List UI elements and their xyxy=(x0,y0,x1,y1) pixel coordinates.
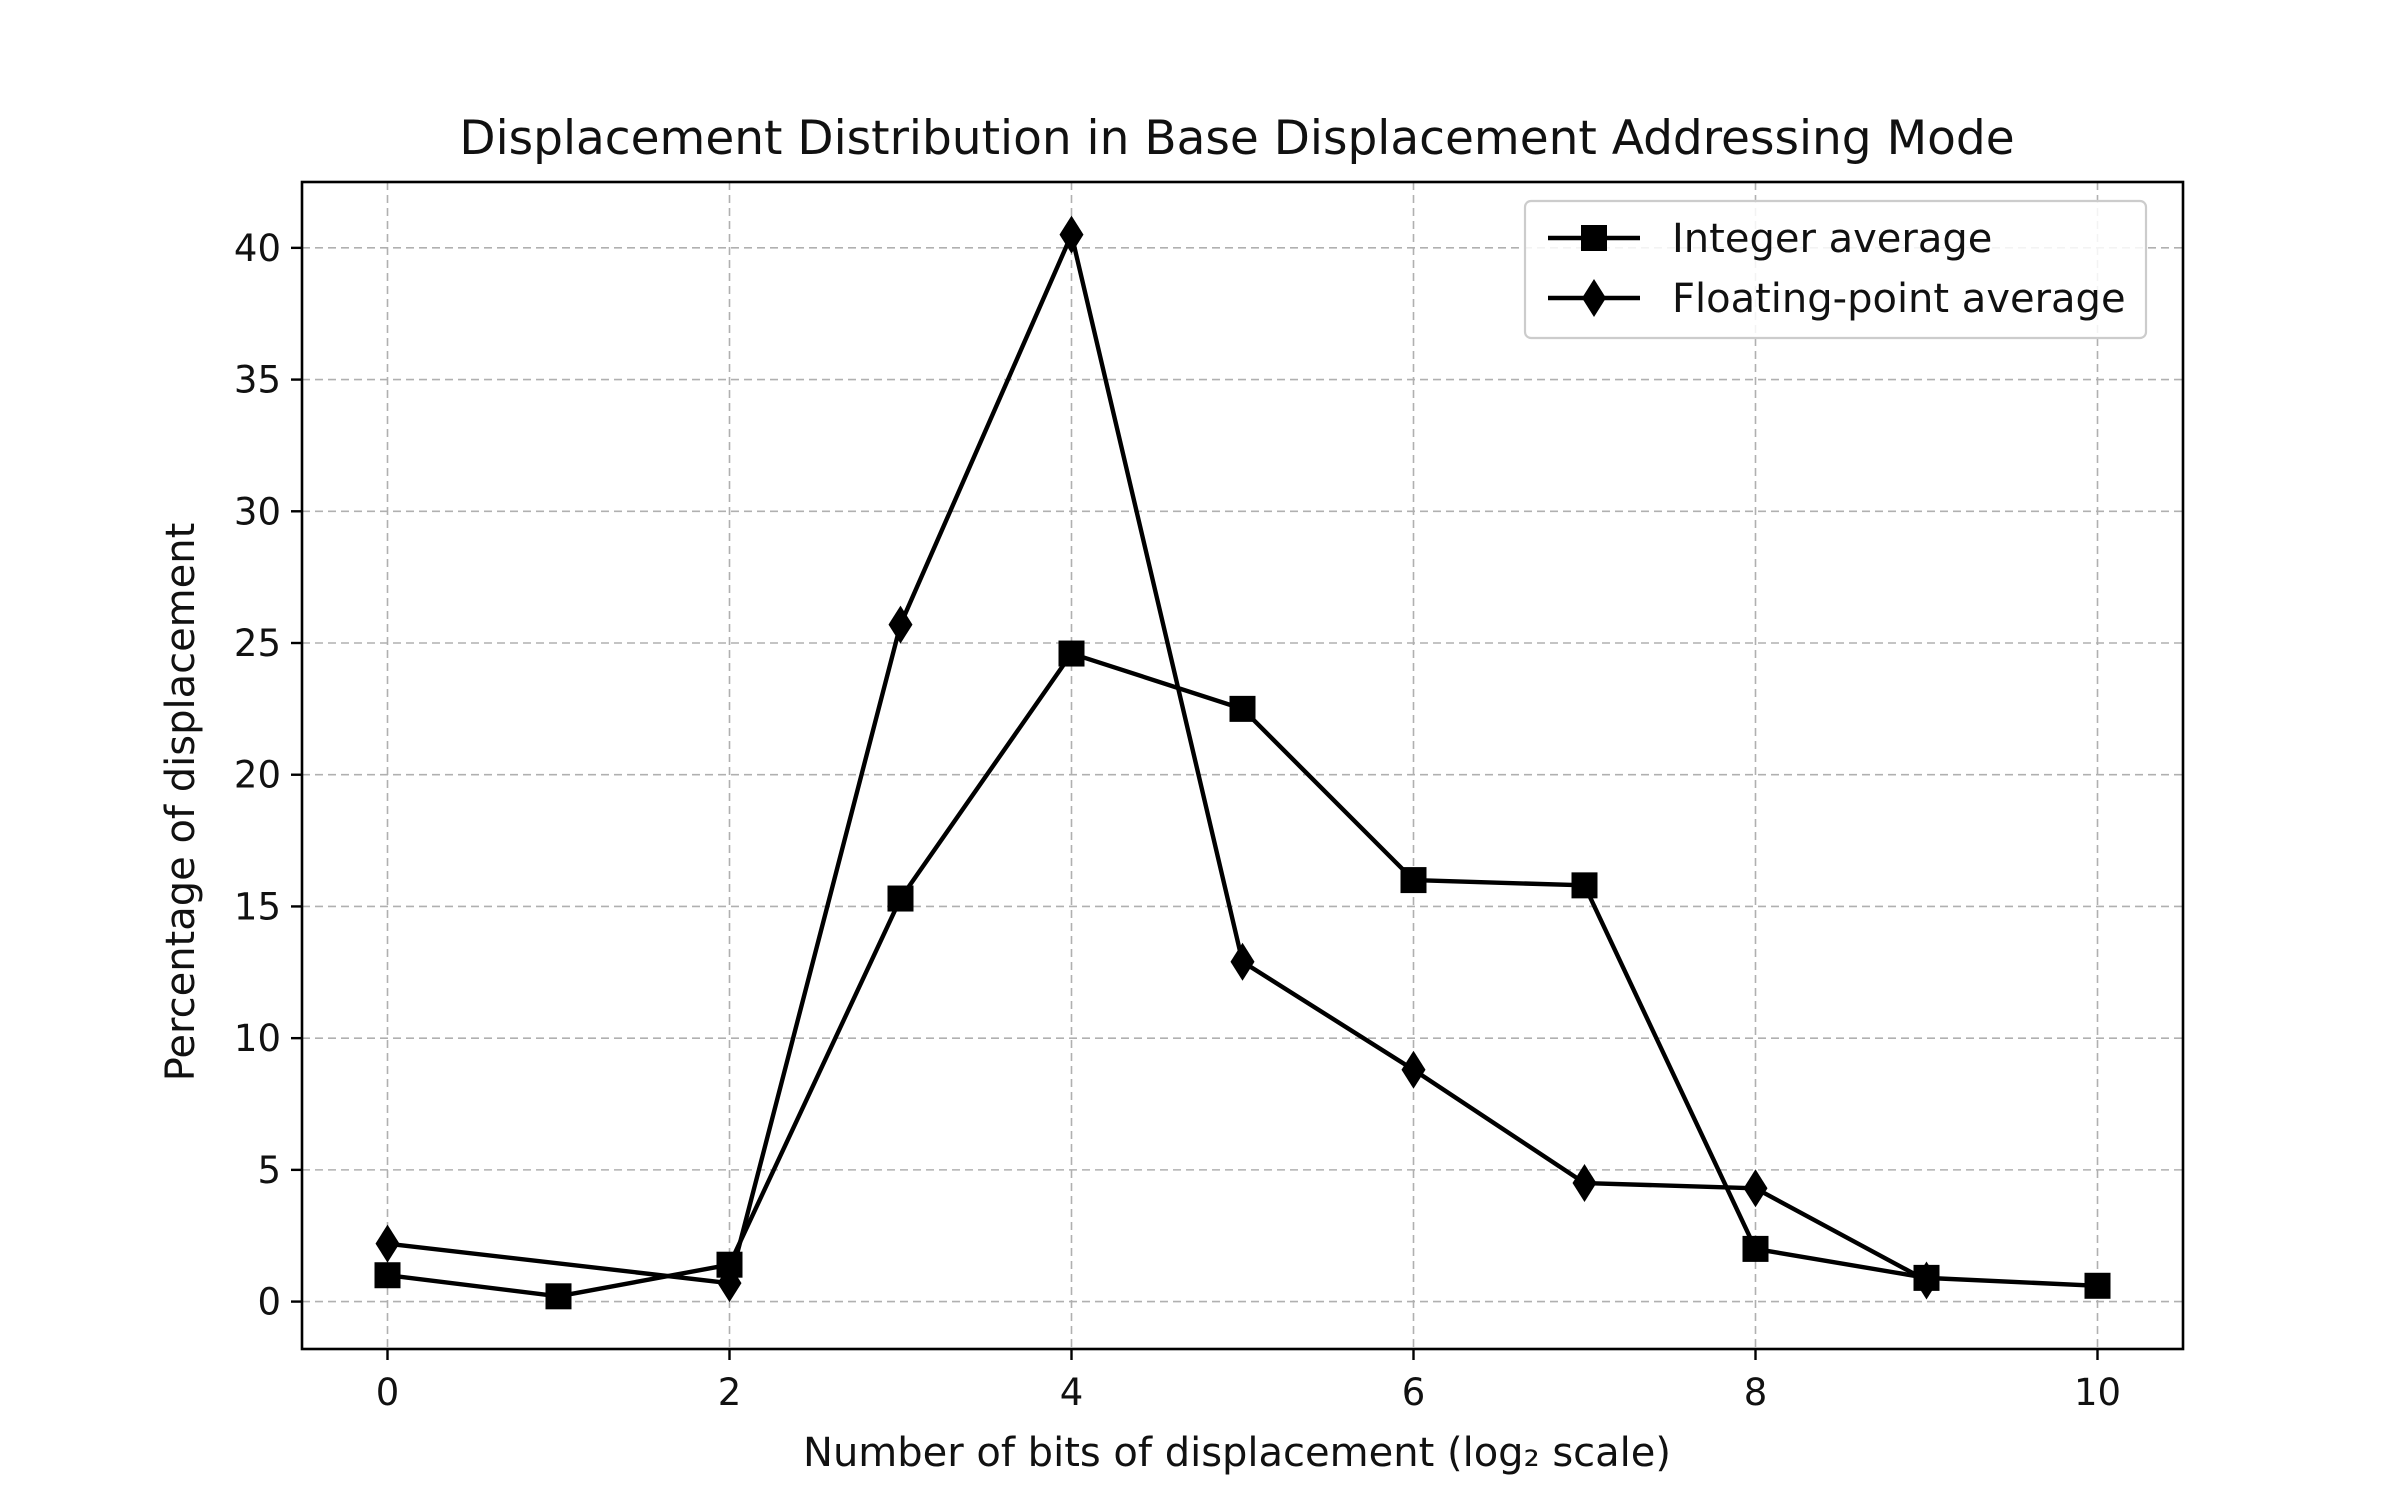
data-point xyxy=(545,1283,572,1310)
data-point xyxy=(374,1262,401,1289)
legend-items: Integer average Floating-point average xyxy=(1548,216,2126,322)
x-tick-label: 2 xyxy=(718,1371,742,1414)
data-point xyxy=(1572,1164,1597,1203)
series-floating-point xyxy=(375,215,1939,1303)
y-tick-label: 5 xyxy=(257,1149,281,1192)
series-layer xyxy=(374,215,2111,1310)
y-axis-label: Percentage of displacement xyxy=(158,523,204,1082)
data-point xyxy=(1229,695,1256,722)
axis-ticks: 0 2 4 6 8 10 0 5 10 15 20 25 30 35 40 xyxy=(234,227,2121,1414)
legend-item: Integer average xyxy=(1548,216,1992,262)
data-point xyxy=(887,885,914,912)
data-point xyxy=(1400,867,1427,894)
y-tick-label: 10 xyxy=(234,1017,281,1060)
legend: Integer average Floating-point average xyxy=(1523,199,2148,340)
data-point xyxy=(717,1264,742,1303)
x-tick-label: 4 xyxy=(1060,1371,1084,1414)
chart-title: Displacement Distribution in Base Displa… xyxy=(459,111,2014,166)
grid-lines xyxy=(302,182,2183,1349)
data-point xyxy=(1571,872,1598,899)
legend-label: Floating-point average xyxy=(1672,276,2126,322)
data-point xyxy=(1401,1050,1426,1089)
legend-marker xyxy=(1581,225,1607,251)
legend-marker xyxy=(1582,279,1606,317)
x-tick-label: 0 xyxy=(376,1371,400,1414)
x-tick-label: 8 xyxy=(1744,1371,1768,1414)
data-point xyxy=(1743,1169,1768,1208)
x-axis-label: Number of bits of displacement (log₂ sca… xyxy=(803,1430,1671,1476)
data-point xyxy=(1230,942,1255,981)
y-tick-label: 30 xyxy=(234,490,281,533)
x-tick-label: 6 xyxy=(1402,1371,1426,1414)
y-tick-label: 0 xyxy=(257,1281,281,1324)
data-point xyxy=(375,1224,400,1263)
data-point xyxy=(1914,1261,1939,1300)
data-point xyxy=(1059,215,1084,254)
data-point xyxy=(1058,640,1085,667)
y-tick-label: 40 xyxy=(234,227,281,270)
legend-box xyxy=(1523,199,2148,340)
y-tick-label: 20 xyxy=(234,754,281,797)
data-point xyxy=(2084,1272,2111,1299)
data-point xyxy=(1742,1235,1769,1262)
y-tick-label: 15 xyxy=(234,885,281,928)
plot-frame xyxy=(300,180,2185,1351)
data-point xyxy=(888,605,913,644)
legend-label: Integer average xyxy=(1672,216,1992,262)
legend-item: Floating-point average xyxy=(1548,276,2126,322)
x-tick-label: 10 xyxy=(2074,1371,2121,1414)
y-tick-label: 35 xyxy=(234,359,281,402)
y-tick-label: 25 xyxy=(234,622,281,665)
